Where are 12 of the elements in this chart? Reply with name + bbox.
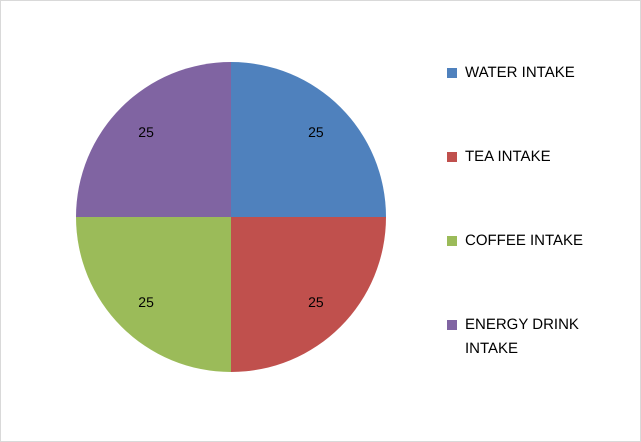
pie-slice	[76, 217, 231, 372]
legend-label: COFFEE INTAKE	[465, 231, 584, 251]
data-label: 25	[308, 294, 324, 310]
pie-slice	[231, 217, 386, 372]
legend-label: WATER INTAKE	[465, 63, 575, 83]
pie-slice	[76, 62, 231, 217]
legend-label: ENERGY DRINK INTAKE	[465, 315, 580, 359]
data-label: 25	[308, 124, 324, 140]
legend-label: TEA INTAKE	[465, 147, 551, 167]
data-label: 25	[138, 124, 154, 140]
pie-slice	[231, 62, 386, 217]
data-label: 25	[138, 294, 154, 310]
